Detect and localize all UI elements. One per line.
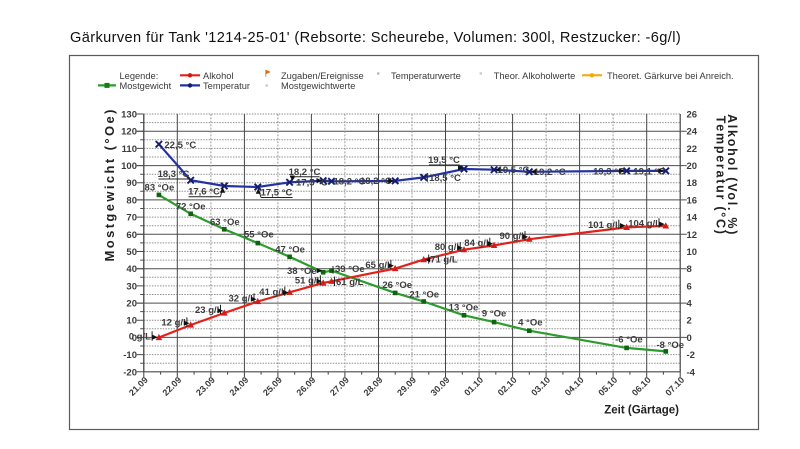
svg-text:6: 6 bbox=[687, 281, 692, 292]
svg-text:18,3 °C: 18,3 °C bbox=[158, 169, 190, 180]
svg-text:10: 10 bbox=[687, 247, 698, 258]
svg-text:18,2 °C: 18,2 °C bbox=[360, 176, 392, 187]
svg-text:20: 20 bbox=[126, 299, 137, 310]
svg-text:90: 90 bbox=[126, 178, 137, 189]
svg-text:19,5 °C: 19,5 °C bbox=[428, 155, 460, 166]
svg-text:60: 60 bbox=[126, 230, 137, 241]
svg-text:-4: -4 bbox=[687, 367, 696, 378]
svg-text:22,5 °C: 22,5 °C bbox=[164, 140, 196, 151]
svg-text:-10: -10 bbox=[123, 350, 137, 361]
svg-text:4 °Oe: 4 °Oe bbox=[518, 318, 542, 329]
svg-text:10: 10 bbox=[126, 316, 137, 327]
svg-text:22: 22 bbox=[687, 144, 698, 155]
svg-text:18: 18 bbox=[687, 178, 698, 189]
svg-text:26: 26 bbox=[687, 110, 698, 121]
svg-text:38 °Oe: 38 °Oe bbox=[287, 266, 317, 277]
svg-text:84 g/l: 84 g/l bbox=[464, 238, 488, 249]
svg-text:Temperatur: Temperatur bbox=[203, 81, 250, 91]
svg-text:Mostgewichtwerte: Mostgewichtwerte bbox=[281, 81, 355, 91]
svg-text:0 g/L: 0 g/L bbox=[129, 332, 151, 343]
svg-text:19,1 °C: 19,1 °C bbox=[633, 166, 665, 177]
svg-text:Zugaben/Ereignisse: Zugaben/Ereignisse bbox=[281, 71, 364, 81]
svg-text:18,5 °C: 18,5 °C bbox=[429, 173, 461, 184]
svg-text:-6 °Oe: -6 °Oe bbox=[615, 334, 643, 345]
svg-text:120: 120 bbox=[121, 127, 137, 138]
svg-text:30: 30 bbox=[126, 281, 137, 292]
svg-text:21 °Oe: 21 °Oe bbox=[409, 290, 439, 301]
svg-text:12: 12 bbox=[687, 230, 698, 241]
svg-text:4: 4 bbox=[687, 299, 693, 310]
svg-text:130: 130 bbox=[121, 110, 137, 121]
svg-text:Legende:: Legende: bbox=[120, 71, 159, 81]
svg-text:8: 8 bbox=[687, 264, 692, 275]
svg-text:0: 0 bbox=[132, 333, 137, 344]
svg-text:12 g/l: 12 g/l bbox=[161, 318, 185, 329]
svg-text:26 °Oe: 26 °Oe bbox=[382, 280, 412, 291]
svg-text:104 g/l: 104 g/l bbox=[628, 218, 658, 229]
svg-text:Temperaturwerte: Temperaturwerte bbox=[391, 71, 461, 81]
svg-text:50: 50 bbox=[126, 247, 137, 258]
svg-text:14: 14 bbox=[687, 213, 698, 224]
svg-text:39 °Oe: 39 °Oe bbox=[335, 264, 365, 275]
svg-text:65 g/l: 65 g/l bbox=[365, 260, 389, 271]
svg-text:19,5 °C: 19,5 °C bbox=[498, 165, 530, 176]
svg-text:Mostgewicht (°Oe): Mostgewicht (°Oe) bbox=[102, 107, 117, 261]
svg-text:Temperatur (°C): Temperatur (°C) bbox=[714, 116, 728, 236]
svg-text:61 g/L: 61 g/L bbox=[336, 277, 364, 288]
svg-text:80 g/l: 80 g/l bbox=[435, 242, 459, 253]
svg-text:18,2 °C: 18,2 °C bbox=[289, 167, 321, 178]
svg-text:2: 2 bbox=[687, 316, 692, 327]
svg-text:23 g/l: 23 g/l bbox=[195, 305, 219, 316]
svg-text:71 g/L: 71 g/L bbox=[430, 255, 458, 266]
svg-text:0: 0 bbox=[687, 333, 692, 344]
svg-text:32 g/l: 32 g/l bbox=[229, 294, 253, 305]
svg-text:Gärkurven für Tank '1214-25-01: Gärkurven für Tank '1214-25-01' (Rebsort… bbox=[70, 30, 681, 46]
svg-text:Alkohol: Alkohol bbox=[203, 71, 234, 81]
svg-text:40: 40 bbox=[126, 264, 137, 275]
svg-text:47 °Oe: 47 °Oe bbox=[275, 244, 305, 255]
svg-text:63 °Oe: 63 °Oe bbox=[210, 217, 240, 228]
svg-text:Theor. Alkoholwerte: Theor. Alkoholwerte bbox=[494, 71, 576, 81]
svg-text:18,2 °C: 18,2 °C bbox=[334, 177, 366, 188]
svg-text:19,3 °C: 19,3 °C bbox=[593, 166, 625, 177]
svg-text:55 °Oe: 55 °Oe bbox=[244, 230, 274, 241]
svg-text:Mostgewicht: Mostgewicht bbox=[120, 81, 172, 91]
svg-text:-2: -2 bbox=[687, 350, 695, 361]
svg-text:110: 110 bbox=[122, 144, 137, 155]
svg-text:Alkohol (Vol. %): Alkohol (Vol. %) bbox=[725, 114, 739, 236]
svg-text:90 g/l: 90 g/l bbox=[500, 231, 524, 242]
svg-text:101 g/l: 101 g/l bbox=[588, 220, 618, 231]
svg-text:13 °Oe: 13 °Oe bbox=[449, 302, 479, 313]
svg-text:9 °Oe: 9 °Oe bbox=[482, 309, 506, 320]
svg-text:20: 20 bbox=[687, 161, 698, 172]
svg-text:17,6 °C: 17,6 °C bbox=[188, 187, 220, 198]
svg-text:70: 70 bbox=[126, 213, 137, 224]
svg-text:19,2 °C: 19,2 °C bbox=[534, 167, 566, 178]
svg-text:17,5 °C: 17,5 °C bbox=[261, 187, 293, 198]
svg-text:72 °Oe: 72 °Oe bbox=[176, 201, 206, 212]
svg-text:83 °Oe: 83 °Oe bbox=[145, 182, 175, 193]
svg-text:-8 °Oe: -8 °Oe bbox=[657, 340, 685, 351]
svg-text:41 g/l: 41 g/l bbox=[259, 287, 283, 298]
svg-text:Theoret. Gärkurve bei Anreich.: Theoret. Gärkurve bei Anreich. bbox=[607, 71, 734, 81]
svg-text:-20: -20 bbox=[123, 367, 137, 378]
svg-text:Zeit (Gärtage): Zeit (Gärtage) bbox=[604, 405, 679, 417]
svg-text:24: 24 bbox=[687, 127, 698, 138]
svg-text:16: 16 bbox=[687, 195, 698, 206]
svg-text:100: 100 bbox=[121, 161, 137, 172]
svg-text:80: 80 bbox=[126, 195, 137, 206]
svg-text:17,5 °C: 17,5 °C bbox=[296, 178, 328, 189]
svg-text:51 g/l: 51 g/l bbox=[295, 276, 319, 287]
